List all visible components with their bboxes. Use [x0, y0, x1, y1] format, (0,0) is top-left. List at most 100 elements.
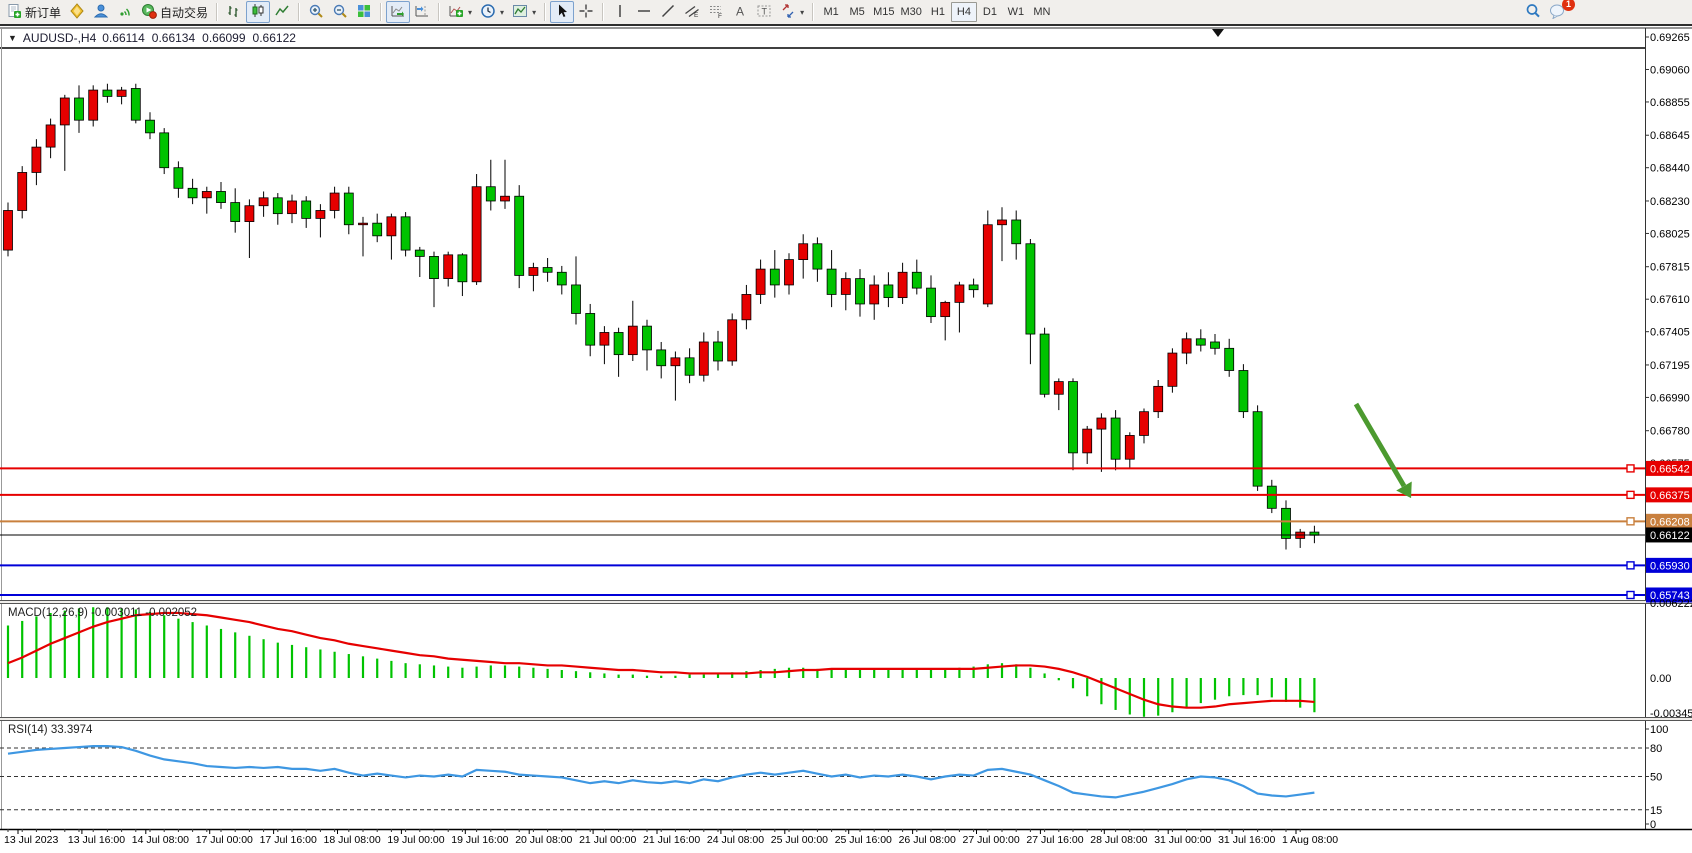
timeframe-button-h4[interactable]: H4 — [950, 2, 977, 22]
annotation-arrow[interactable] — [1353, 402, 1412, 499]
candlestick-chart-button[interactable] — [246, 1, 271, 23]
svg-text:A: A — [736, 4, 744, 18]
timeframe-button-m1[interactable]: M1 — [818, 2, 844, 22]
rsi-pane: 100 80 50 15 0 — [0, 724, 1668, 831]
timeframe-button-m15[interactable]: M15 — [870, 2, 897, 22]
candle-body — [1238, 370, 1249, 413]
new-order-button[interactable]: 新订单 — [2, 1, 65, 23]
chart-shift-button[interactable] — [410, 1, 434, 23]
candle-body — [727, 319, 738, 362]
price-tag — [1646, 527, 1692, 543]
candle-body — [457, 254, 468, 283]
zoom-out-button[interactable] — [328, 1, 352, 23]
candle-body — [17, 172, 28, 211]
candle-body — [883, 284, 894, 299]
signals-button[interactable] — [113, 1, 137, 23]
horizontal-line-button[interactable] — [632, 1, 656, 23]
svg-text:0.67405: 0.67405 — [1650, 327, 1690, 339]
search-button[interactable] — [1521, 1, 1545, 23]
candle-body — [145, 119, 155, 134]
text-label-button[interactable]: T — [752, 1, 776, 23]
timeframe-button-m30[interactable]: M30 — [898, 2, 925, 22]
timeframe-button-mn[interactable]: MN — [1029, 2, 1055, 22]
chart-shift-marker[interactable] — [1212, 29, 1224, 37]
candle-body — [1039, 333, 1050, 395]
candle-body — [968, 284, 979, 291]
arrows-button[interactable]: ▾ — [776, 1, 808, 23]
svg-text:31 Jul 16:00: 31 Jul 16:00 — [1218, 834, 1275, 846]
line-handle[interactable] — [1626, 464, 1635, 473]
crosshair-button[interactable] — [574, 1, 598, 23]
bar-chart-icon — [226, 3, 242, 22]
indicators-button[interactable]: ▾ — [444, 1, 476, 23]
candle-body — [187, 187, 198, 199]
bar-chart-button[interactable] — [222, 1, 246, 23]
notifications-button[interactable]: 1 — [1545, 0, 1575, 23]
svg-text:0.66780: 0.66780 — [1650, 426, 1690, 438]
candle-body — [1139, 411, 1149, 436]
candle-body — [713, 341, 723, 362]
tile-windows-button[interactable] — [352, 1, 376, 23]
collapse-triangle-icon[interactable]: ▼ — [8, 33, 17, 43]
candle-body — [798, 243, 809, 260]
candle-body — [812, 243, 823, 270]
search-icon — [1525, 3, 1541, 22]
fibonacci-button[interactable]: F — [704, 1, 728, 23]
mql5-community-button[interactable] — [89, 1, 113, 23]
candle-body — [571, 284, 581, 314]
svg-text:21 Jul 16:00: 21 Jul 16:00 — [643, 834, 700, 846]
price-tag — [1646, 557, 1692, 573]
trendline-button[interactable] — [656, 1, 680, 23]
equidistant-channel-button[interactable]: E — [680, 1, 704, 23]
line-handle[interactable] — [1626, 561, 1635, 570]
candlestick-icon — [250, 3, 266, 22]
candle-body — [528, 267, 539, 276]
candle-body — [1181, 338, 1192, 354]
metaeditor-button[interactable] — [65, 1, 89, 23]
candle-body — [258, 197, 269, 207]
candle-body — [1210, 341, 1220, 349]
candle-body — [1025, 243, 1036, 335]
autoscroll-button[interactable] — [386, 1, 411, 23]
toolbar-separator — [812, 3, 815, 21]
line-handle[interactable] — [1626, 490, 1635, 500]
autotrading-label: 自动交易 — [160, 5, 209, 20]
rsi-value: 33.3974 — [50, 724, 93, 736]
vertical-line-icon — [612, 3, 628, 22]
line-handle[interactable] — [1626, 517, 1635, 526]
periods-button[interactable]: ▾ — [476, 1, 508, 23]
templates-icon — [512, 3, 528, 22]
line-chart-button[interactable] — [270, 1, 294, 23]
cursor-button[interactable] — [550, 1, 575, 23]
hlines-layer: 0.66542 0.66375 0.66208 0.66122 0.65930 0.657… — [0, 460, 1692, 603]
ohlc-open: 0.66114 — [102, 31, 145, 45]
timeframe-button-w1[interactable]: W1 — [1003, 2, 1029, 22]
candle-body — [59, 97, 70, 126]
candle-body — [485, 186, 496, 202]
candle-body — [1153, 385, 1164, 413]
timeframe-button-d1[interactable]: D1 — [977, 2, 1003, 22]
crosshair-icon — [578, 3, 594, 22]
fibonacci-icon: F — [708, 3, 724, 22]
svg-text:25 Jul 00:00: 25 Jul 00:00 — [771, 834, 828, 846]
autotrading-button[interactable]: 自动交易 — [137, 1, 212, 23]
candle-body — [826, 268, 837, 295]
templates-button[interactable]: ▾ — [508, 1, 540, 23]
timeframe-button-m5[interactable]: M5 — [844, 2, 870, 22]
candle-body — [1082, 428, 1093, 454]
zoom-in-button[interactable] — [304, 1, 328, 23]
candle-body — [1252, 411, 1263, 487]
candle-body — [656, 349, 667, 367]
clock-icon — [480, 3, 496, 22]
vertical-line-button[interactable] — [608, 1, 632, 23]
svg-text:27 Jul 16:00: 27 Jul 16:00 — [1026, 834, 1083, 846]
candle-body — [244, 205, 255, 222]
toolbar-separator — [216, 3, 219, 21]
line-handle[interactable] — [1626, 590, 1635, 600]
autoscroll-icon — [390, 3, 406, 22]
svg-text:18 Jul 08:00: 18 Jul 08:00 — [324, 834, 381, 846]
timeframe-button-h1[interactable]: H1 — [925, 2, 951, 22]
text-button[interactable]: A — [728, 1, 752, 23]
